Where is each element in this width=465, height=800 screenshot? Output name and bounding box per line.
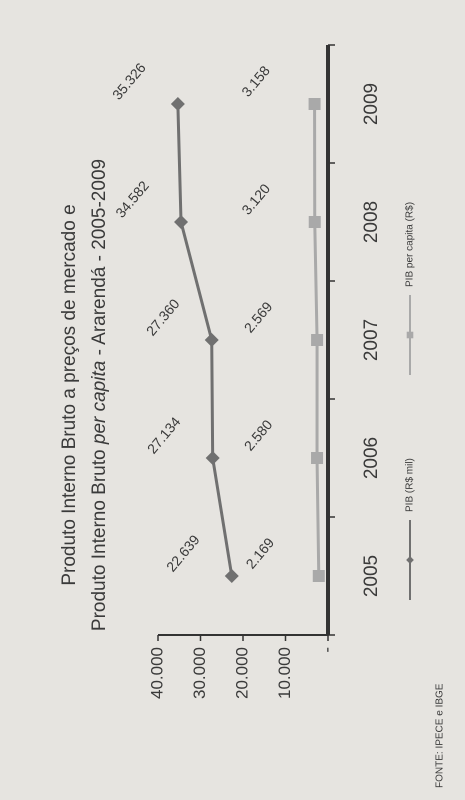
chart-title: Produto Interno Bruto a preços de mercad… <box>59 204 80 585</box>
y-tick-label: 10.000 <box>275 647 294 699</box>
point <box>308 98 321 110</box>
y-tick-label: 40.000 <box>147 647 166 699</box>
point <box>204 333 219 347</box>
source-note: FONTE: IPECE e IBGE <box>435 683 446 788</box>
x-tick-label: 2008 <box>361 201 382 243</box>
subtitle-part: per capita <box>89 361 110 445</box>
data-label: 3.120 <box>238 180 273 217</box>
x-tick-label: 2007 <box>361 319 382 361</box>
legend-label: PIB (R$ mil) <box>405 458 416 512</box>
point <box>312 570 325 582</box>
data-label: 2.569 <box>241 298 276 335</box>
subtitle-part: Produto Interno Bruto <box>89 444 110 631</box>
data-label: 2.169 <box>242 534 277 571</box>
point <box>205 451 220 465</box>
x-tick-label: 2005 <box>361 555 382 597</box>
chart-subtitle: Produto Interno Bruto per capita - Arare… <box>89 159 110 631</box>
data-label: 35.326 <box>109 59 149 102</box>
point <box>224 569 239 583</box>
data-label: 2.580 <box>241 416 276 453</box>
point <box>308 216 321 228</box>
x-tick-label: 2009 <box>361 83 382 125</box>
data-label: 22.639 <box>163 531 203 574</box>
point <box>170 97 185 111</box>
point <box>311 334 324 346</box>
y-tick-label: 30.000 <box>190 647 209 699</box>
legend-label: PIB per capita (R$) <box>405 202 416 287</box>
point <box>174 215 189 229</box>
point <box>311 452 324 464</box>
y-tick-label: 20.000 <box>232 647 251 699</box>
subtitle-part: - Ararendá - 2005-2009 <box>89 159 110 361</box>
x-tick-label: 2006 <box>361 437 382 479</box>
legend-marker <box>406 556 414 564</box>
y-tick-label: - <box>317 647 336 653</box>
data-label: 27.134 <box>144 413 184 456</box>
data-label: 3.158 <box>238 62 273 99</box>
data-label: 34.582 <box>112 177 152 220</box>
legend-marker <box>406 331 414 339</box>
data-label: 27.360 <box>143 295 183 338</box>
